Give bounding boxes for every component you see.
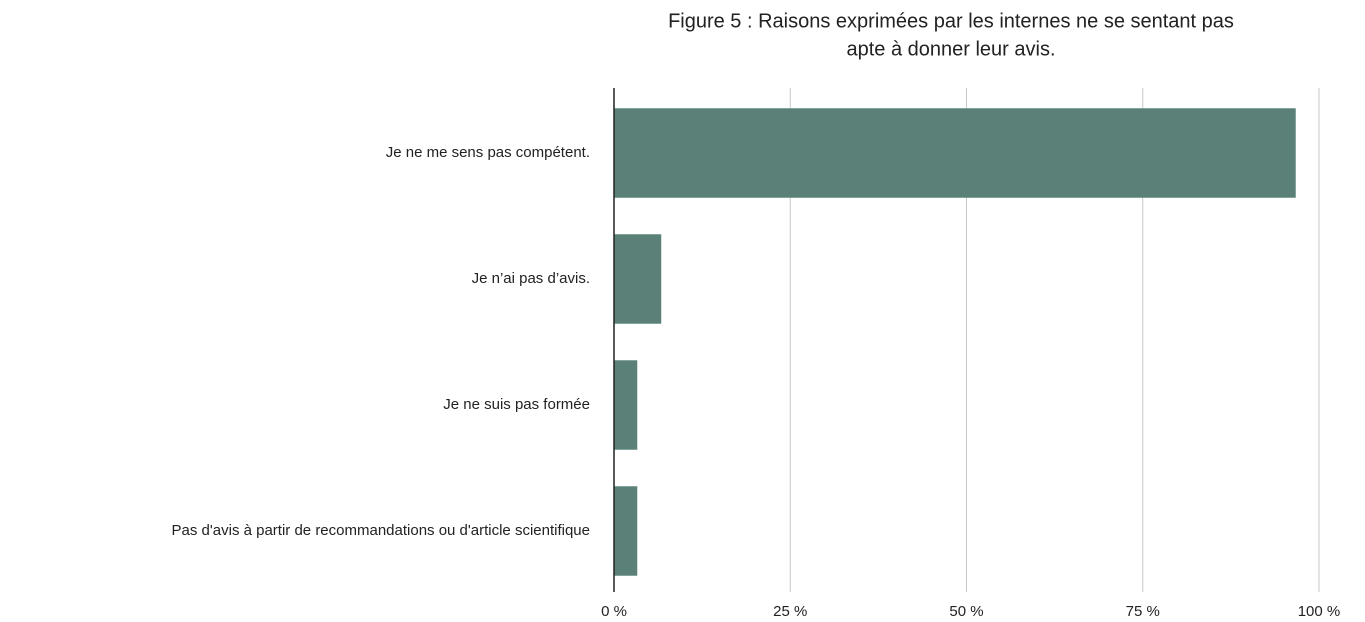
chart-title: Figure 5 : Raisons exprimées par les int… [668, 10, 1234, 32]
x-tick-label: 0 % [601, 603, 627, 620]
bar [614, 234, 662, 324]
x-tick-label: 25 % [773, 603, 807, 620]
y-tick-label: Pas d'avis à partir de recommandations o… [172, 522, 590, 539]
y-tick-label: Je n’ai pas d’avis. [472, 270, 590, 287]
x-tick-label: 100 % [1298, 603, 1341, 620]
x-tick-label: 75 % [1126, 603, 1160, 620]
x-tick-label: 50 % [949, 603, 983, 620]
bar [614, 108, 1296, 198]
y-tick-label: Je ne suis pas formée [443, 396, 590, 413]
chart-title: apte à donner leur avis. [846, 38, 1055, 60]
bar [614, 486, 638, 576]
bar [614, 360, 638, 450]
y-tick-label: Je ne me sens pas compétent. [386, 144, 590, 161]
